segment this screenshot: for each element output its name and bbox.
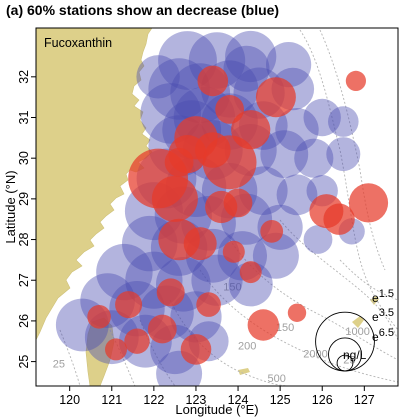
station-circle-increase xyxy=(180,334,212,365)
y-tick-label: 31 xyxy=(17,111,31,125)
station-circle-increase xyxy=(287,303,307,322)
chart-title: (a) 60% stations show an decrease (blue) xyxy=(6,2,279,18)
contour-label: 2000 xyxy=(303,349,327,361)
x-tick-label: 121 xyxy=(101,393,122,407)
x-axis-label: Longitude (°E) xyxy=(175,402,258,417)
x-tick-label: 123 xyxy=(186,393,207,407)
station-circle-increase xyxy=(151,175,198,222)
station-circle-decrease xyxy=(228,262,273,307)
station-circle-increase xyxy=(197,65,229,97)
plot-frame xyxy=(35,27,399,387)
station-circle-decrease xyxy=(223,45,270,92)
station-circle-decrease xyxy=(260,130,309,179)
contour-label: 150 xyxy=(276,322,294,334)
station-circle-increase xyxy=(231,110,271,150)
y-tick-label: 28 xyxy=(17,233,31,247)
y-tick-label: 32 xyxy=(17,70,31,84)
size-legend: e1.5 e3.5 e6.5 ng/L xyxy=(315,288,394,372)
contour-label: 1000 xyxy=(345,326,369,338)
station-circle-decrease xyxy=(328,106,359,137)
station-circle-decrease xyxy=(225,30,277,83)
china-land xyxy=(36,28,153,341)
y-tick-label: 27 xyxy=(17,273,31,287)
contour-label: 150 xyxy=(223,281,241,293)
station-circle-decrease xyxy=(275,108,319,152)
contour-label: 25 xyxy=(89,387,101,399)
y-tick-label: 25 xyxy=(17,355,31,369)
island-small-3 xyxy=(238,368,250,375)
station-circle-decrease xyxy=(96,243,153,301)
station-circle-increase xyxy=(196,292,221,317)
station-circle-increase xyxy=(260,220,284,243)
y-tick-label: 30 xyxy=(17,151,31,165)
station-circle-increase xyxy=(124,328,150,354)
station-circle-increase xyxy=(183,227,217,261)
station-circle-increase xyxy=(348,183,389,223)
island-small-2 xyxy=(370,296,379,305)
y-axis-label: Latitude (°N) xyxy=(3,170,18,243)
contour-label: 25 xyxy=(53,359,65,371)
station-circle-decrease xyxy=(266,42,312,88)
station-circle-increase xyxy=(156,278,185,307)
y-tick-label: 26 xyxy=(17,314,31,328)
y-axis: 25 26 27 28 29 30 31 32 xyxy=(17,70,36,369)
station-circle-increase xyxy=(215,95,245,124)
x-tick-label: 127 xyxy=(354,393,375,407)
bathymetry-contours xyxy=(59,29,398,386)
station-circle-decrease xyxy=(303,98,341,137)
station-circle-increase xyxy=(247,309,279,341)
x-tick-label: 125 xyxy=(270,393,291,407)
x-tick-label: 122 xyxy=(143,393,164,407)
station-circle-decrease xyxy=(294,138,334,178)
y-tick-label: 29 xyxy=(17,192,31,206)
station-circle-increase xyxy=(195,132,231,168)
station-circle-decrease xyxy=(326,137,361,172)
station-circle-increase xyxy=(239,261,262,284)
station-circle-increase xyxy=(255,77,296,118)
station-circle-increase xyxy=(105,338,127,361)
x-tick-label: 120 xyxy=(59,393,80,407)
station-circles xyxy=(55,30,389,386)
station-circle-increase xyxy=(323,203,355,235)
legend-title: ng/L xyxy=(343,348,367,362)
x-tick-label: 124 xyxy=(228,393,249,407)
x-tick-label: 126 xyxy=(312,393,333,407)
station-circle-decrease xyxy=(191,254,243,306)
station-circle-increase xyxy=(147,314,177,344)
station-circle-decrease xyxy=(148,58,210,120)
station-circle-decrease xyxy=(276,174,318,216)
station-circle-increase xyxy=(164,147,194,177)
station-circle-decrease xyxy=(136,55,180,99)
contour-label: 500 xyxy=(268,373,286,385)
legend-label: e1.5 xyxy=(372,288,394,305)
station-circle-increase xyxy=(223,188,253,218)
x-axis: 120 121 122 123 124 125 126 127 xyxy=(59,386,375,407)
legend-label: e6.5 xyxy=(372,327,394,344)
station-circle-increase xyxy=(345,70,366,91)
taiwan-land xyxy=(85,317,115,386)
legend-circle xyxy=(315,311,375,372)
station-circle-increase xyxy=(222,240,245,263)
island-small-1 xyxy=(352,316,364,328)
station-circle-decrease xyxy=(303,225,333,254)
station-circle-increase xyxy=(87,305,111,329)
station-circle-increase xyxy=(115,291,143,319)
contour-label: 500 xyxy=(333,387,351,399)
land-label: Fucoxanthin xyxy=(44,36,112,50)
legend-label: e3.5 xyxy=(372,307,394,324)
contour-label: 200 xyxy=(238,340,256,352)
station-circle-decrease xyxy=(252,232,299,279)
